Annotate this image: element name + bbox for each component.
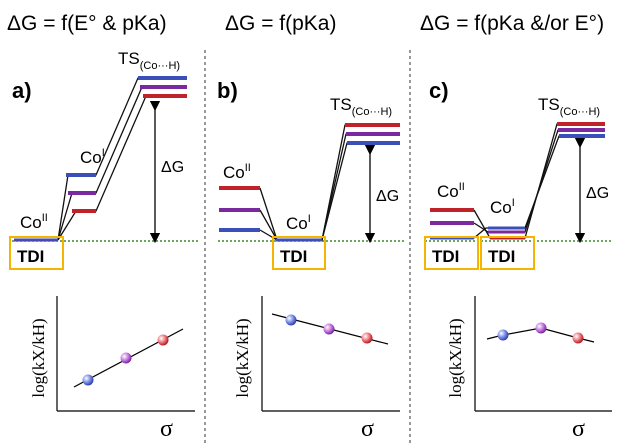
tdi-box-c2: [480, 236, 535, 270]
coI-label-a: CoI: [80, 147, 105, 167]
ylabel-b: log(kX/kH): [233, 318, 252, 397]
panel-c-letter: c): [429, 78, 449, 103]
tdi-box-c1: [424, 236, 479, 270]
ts-label-b: TS(Co···H): [330, 95, 392, 118]
coII-label-c: CoII: [437, 181, 465, 201]
coII-label-a: CoII: [20, 212, 48, 232]
ts-label-c: TS(Co···H): [538, 95, 600, 118]
tdi-label-c1: TDI: [432, 247, 459, 266]
coII-label-b: CoII: [223, 162, 251, 182]
ylabel-a: log(kX/kH): [29, 318, 48, 397]
coI-label-b: CoI: [286, 213, 311, 233]
hammett-plot-c: log(kX/kH) σ: [446, 296, 612, 442]
panel-c: c) ΔG CoII CoI TS(Co···H) TDI TDI: [424, 78, 612, 442]
dg-label-a: ΔG: [161, 159, 184, 176]
xlabel-b: σ: [361, 416, 374, 442]
coI-label-c: CoI: [490, 197, 515, 217]
dg-label-b: ΔG: [376, 188, 399, 205]
panel-b: b) ΔG CoII CoI TS(Co···H) TDI: [217, 78, 405, 442]
tdi-label-a: TDI: [17, 247, 44, 266]
connectors-c: [473, 123, 603, 239]
point-blue-a: [82, 374, 94, 386]
xlabel-c: σ: [572, 416, 585, 442]
xlabel-a: σ: [160, 416, 173, 442]
point-blue-b: [285, 314, 297, 326]
point-red-c: [572, 332, 584, 344]
tdi-box-a: [9, 236, 64, 270]
panel-a: a) ΔG CoII CoI TS(Co···H) TDI: [9, 49, 200, 442]
tdi-label-b: TDI: [280, 247, 307, 266]
panel-b-letter: b): [217, 78, 238, 103]
ts-label-a: TS(Co···H): [118, 49, 180, 72]
point-purple-c: [535, 322, 547, 334]
panel-a-header: ΔG = f(E° & pKa): [7, 12, 167, 35]
point-red-a: [157, 334, 169, 346]
panel-b-header: ΔG = f(pKa): [225, 12, 336, 35]
point-purple-b: [323, 323, 335, 335]
point-purple-a: [120, 352, 132, 364]
point-red-b: [361, 332, 373, 344]
panel-c-header: ΔG = f(pKa &/or E°): [420, 12, 604, 35]
point-blue-c: [497, 329, 509, 341]
tdi-box-b: [272, 236, 326, 270]
tdi-label-c2: TDI: [488, 247, 515, 266]
ylabel-c: log(kX/kH): [446, 318, 465, 397]
hammett-plot-a: log(kX/kH) σ: [29, 296, 195, 442]
hammett-plot-b: log(kX/kH) σ: [233, 296, 400, 442]
dg-label-c: ΔG: [586, 185, 609, 202]
panel-a-letter: a): [12, 78, 32, 103]
